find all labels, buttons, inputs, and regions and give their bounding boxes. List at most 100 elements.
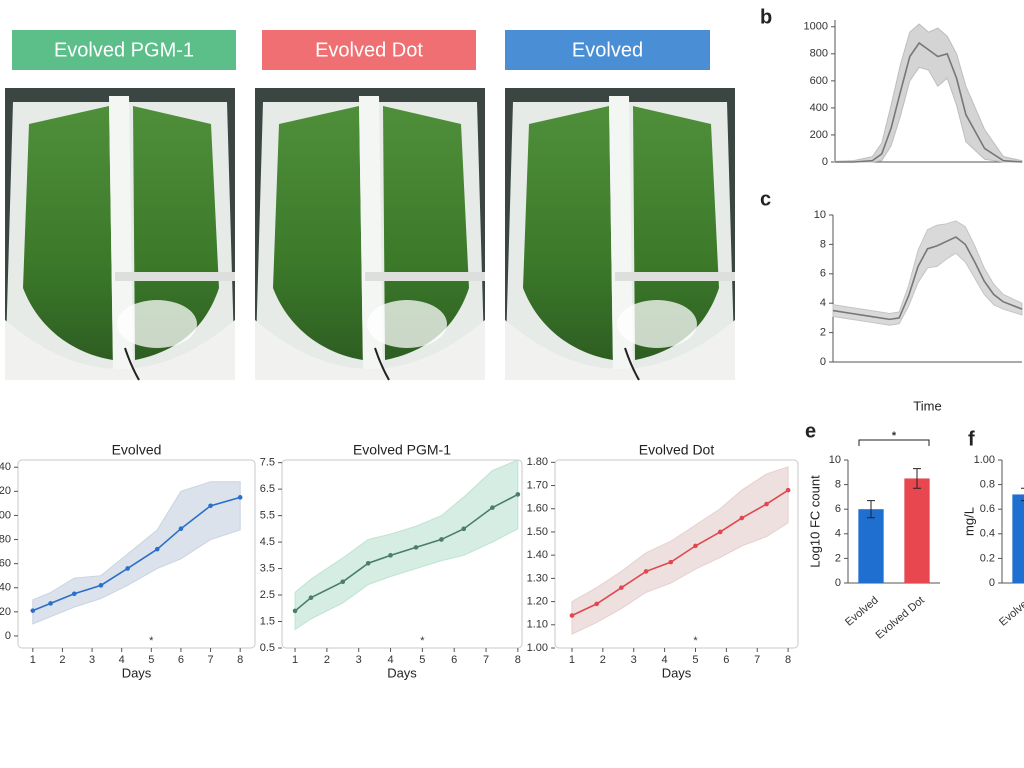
point	[237, 495, 243, 500]
chart-title: Evolved Dot	[639, 442, 715, 458]
photo-label: Evolved Dot	[315, 39, 423, 61]
point	[30, 608, 36, 613]
y-tick-label: 3.5	[260, 562, 275, 574]
y-tick-label: 1.00	[527, 642, 548, 654]
y-tick-label: 5.5	[260, 510, 275, 522]
significance-bracket	[858, 439, 930, 446]
y-tick-label: 0.4	[980, 528, 995, 540]
photo	[254, 87, 486, 381]
y-tick-label: 6	[835, 503, 841, 515]
point	[154, 546, 160, 552]
chart-title: Evolved	[112, 442, 162, 458]
chart-title: Evolved PGM-1	[353, 442, 451, 458]
y-tick-label: 0.6	[980, 503, 995, 515]
point	[308, 595, 314, 600]
y-tick-label: 600	[810, 75, 828, 87]
point	[292, 608, 298, 614]
error-bar	[913, 468, 921, 489]
y-tick-label: 60	[0, 558, 11, 570]
point	[739, 515, 745, 521]
x-axis-label: Days	[662, 665, 692, 680]
x-tick-label: 1	[569, 654, 575, 666]
y-tick-label: 0	[5, 630, 11, 642]
panel-label: e	[805, 420, 816, 442]
point	[413, 545, 419, 550]
x-tick-label: 6	[451, 654, 457, 666]
point	[178, 526, 184, 531]
x-tick-label: 4	[119, 654, 125, 666]
x-tick-label: 3	[631, 654, 637, 666]
y-tick-label: 8	[835, 479, 841, 491]
x-axis-label: Time	[913, 398, 941, 413]
y-tick-label: 2.5	[260, 589, 275, 601]
x-tick-label: 6	[723, 654, 729, 666]
x-tick-label: 1	[292, 654, 298, 666]
point	[125, 566, 130, 571]
x-tick-label: Evolved Dot	[874, 594, 927, 641]
y-tick-label: 800	[810, 48, 828, 60]
x-tick-label: 5	[419, 654, 425, 666]
y-tick-label: 20	[0, 606, 11, 618]
x-tick-label: 6	[178, 654, 184, 666]
point	[461, 526, 467, 532]
y-tick-label: 0.8	[980, 479, 995, 491]
y-tick-label: 8	[820, 238, 826, 250]
point	[785, 487, 791, 493]
confidence-band	[294, 459, 519, 631]
photo-label: Evolved	[572, 39, 643, 61]
error-bar	[1021, 487, 1024, 502]
series-line	[832, 236, 1023, 321]
panel-label: c	[760, 188, 771, 210]
x-tick-label: Evolved	[997, 594, 1024, 628]
annotation: *	[149, 635, 154, 647]
confidence-band	[832, 220, 1023, 326]
point	[365, 560, 371, 566]
y-tick-label: 1.40	[527, 549, 548, 561]
y-tick-label: 1.50	[527, 526, 548, 538]
photo-label-box	[262, 30, 476, 70]
y-tick-label: 0	[820, 356, 826, 368]
y-tick-label: 1.60	[527, 503, 548, 515]
photo-label: Evolved PGM-1	[54, 39, 194, 61]
x-tick-label: 4	[662, 654, 668, 666]
y-tick-label: 6.5	[260, 483, 275, 495]
photo-label-box	[505, 30, 710, 70]
y-tick-label: 120	[0, 485, 11, 497]
x-tick-label: 2	[59, 654, 65, 666]
y-axis-label: mg/L	[961, 507, 976, 536]
x-tick-label: 1	[30, 654, 36, 666]
point	[515, 492, 521, 497]
y-tick-label: 100	[0, 509, 11, 521]
error-bar	[867, 500, 875, 519]
y-axis-label: Log10 FC count	[807, 475, 822, 568]
point	[71, 591, 77, 597]
series-line	[835, 41, 1023, 163]
x-tick-label: 2	[600, 654, 606, 666]
x-tick-label: 8	[237, 654, 243, 666]
y-tick-label: 0	[822, 156, 828, 168]
bar	[858, 509, 884, 583]
x-tick-label: 3	[89, 654, 95, 666]
annotation: *	[892, 430, 897, 442]
point	[717, 529, 723, 535]
point	[98, 583, 104, 588]
y-tick-label: 1.00	[974, 454, 995, 466]
y-tick-label: 200	[810, 129, 828, 141]
panel-label: b	[760, 6, 772, 28]
y-tick-label: 40	[0, 582, 11, 594]
y-tick-label: 1000	[804, 21, 828, 33]
bar	[1012, 494, 1024, 583]
x-tick-label: 7	[483, 654, 489, 666]
x-axis-label: Days	[387, 665, 417, 680]
point	[594, 601, 599, 607]
point	[490, 505, 495, 510]
annotation: *	[420, 635, 425, 647]
y-tick-label: 1.5	[260, 615, 275, 627]
bar	[904, 478, 930, 583]
point	[693, 543, 698, 549]
point	[340, 579, 346, 585]
point	[764, 501, 769, 507]
point	[569, 613, 575, 618]
